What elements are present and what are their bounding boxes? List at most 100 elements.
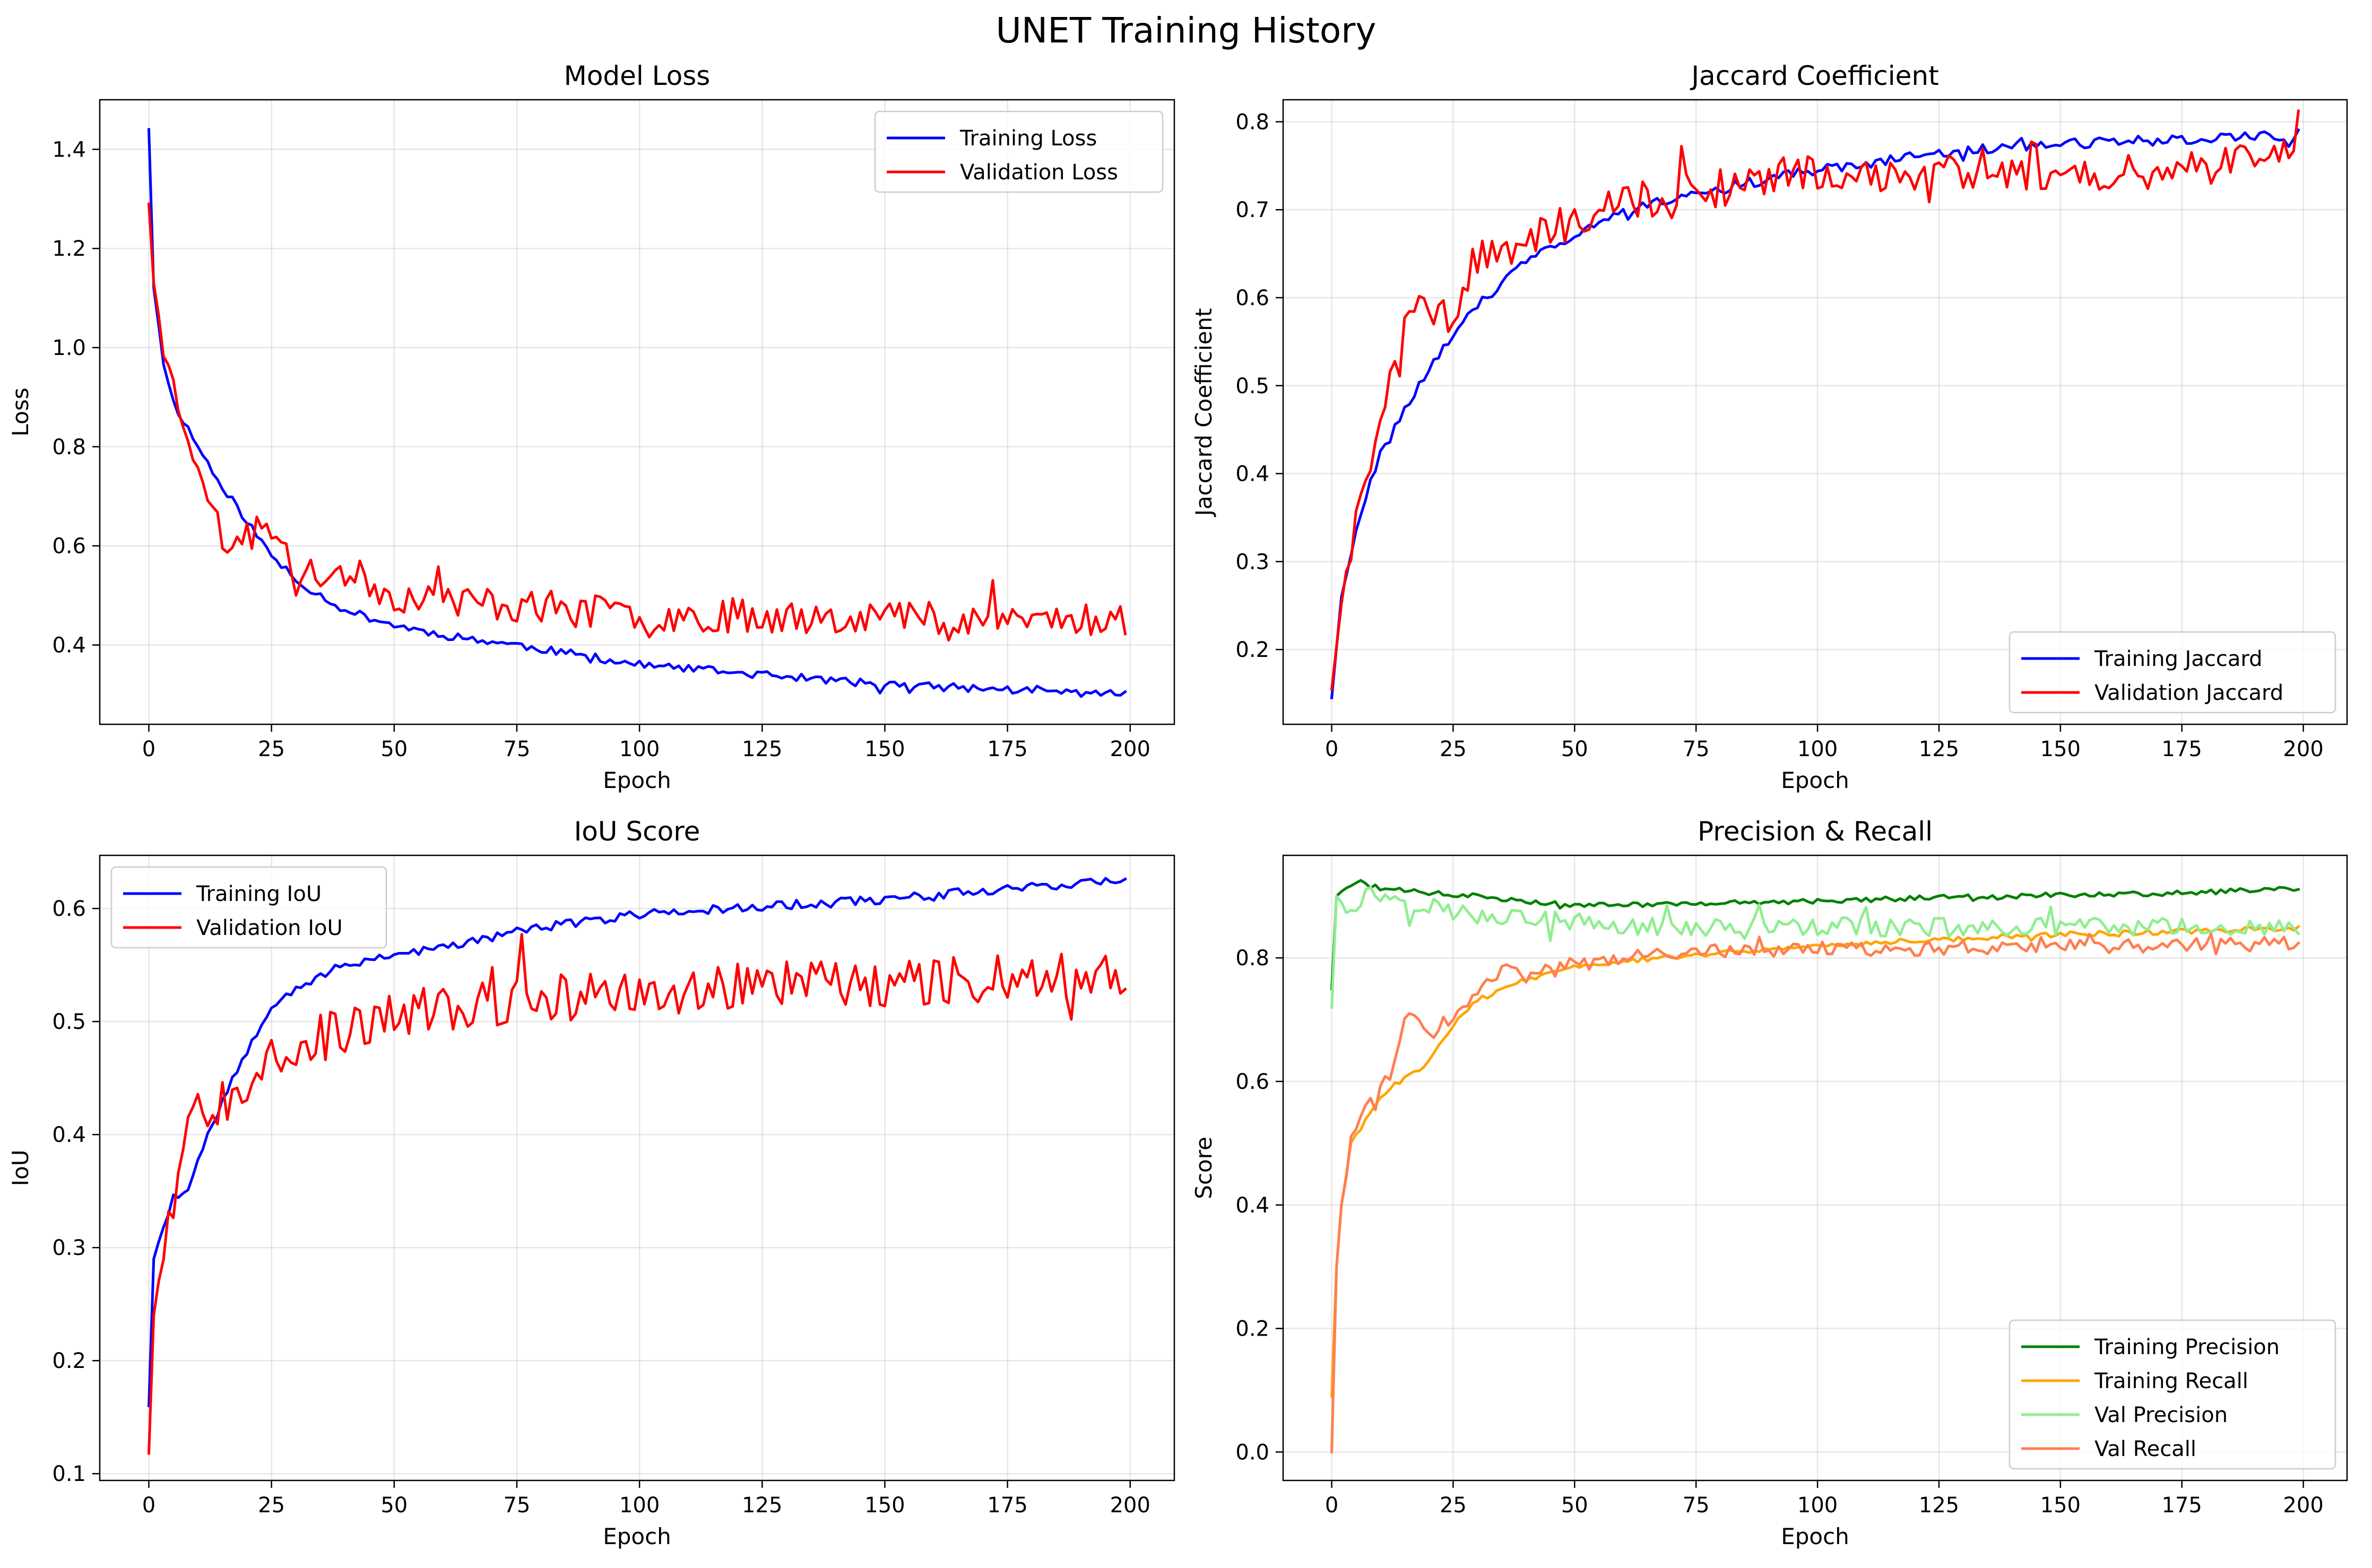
y-tick-label: 0.4 (52, 1123, 86, 1147)
x-axis-ticks: 0 25 50 75 100 125 150 175 200 (142, 1480, 1150, 1518)
x-tick-label: 0 (1325, 737, 1338, 761)
subplot-grid: 0 25 50 75 100 125 150 175 200 0.4 0.6 0.8 1.0 1.2 1.4… (7, 60, 2348, 1549)
legend-frame (2009, 631, 2336, 714)
x-tick-label: 125 (1919, 1493, 1959, 1518)
axes-frame (99, 854, 1175, 1482)
x-tick-label: 150 (2040, 737, 2081, 761)
y-tick-label: 0.6 (52, 897, 86, 921)
x-tick-label: 75 (1683, 1493, 1710, 1518)
grid-lines (100, 855, 1174, 1480)
legend-entry: Validation IoU (196, 916, 343, 940)
series-line-2 (1330, 924, 2300, 1398)
x-tick-label: 25 (1440, 737, 1467, 761)
x-tick-label: 0 (1325, 1493, 1338, 1518)
subplot-1: 0 25 50 75 100 125 150 175 200 0.4 0.6 0.8 1.0 1.2 1.4… (7, 60, 1175, 793)
y-tick-label: 0.6 (1235, 1070, 1269, 1094)
x-tick-label: 0 (142, 737, 155, 761)
legend-entry: Validation Jaccard (2094, 681, 2283, 705)
y-axis-label: Jaccard Coefficient (1191, 308, 1217, 518)
legend-entry: Training Loss (959, 126, 1097, 151)
axes-title: IoU Score (574, 816, 700, 847)
axes-title: Precision & Recall (1698, 816, 1933, 847)
x-tick-label: 175 (987, 1493, 1027, 1518)
grid-lines (100, 100, 1174, 724)
x-tick-label: 100 (1797, 1493, 1838, 1518)
x-tick-label: 0 (142, 1493, 155, 1518)
x-tick-label: 175 (987, 737, 1027, 761)
series-line-1 (1330, 879, 2300, 991)
x-tick-label: 75 (504, 737, 531, 761)
y-tick-label: 0.0 (1235, 1440, 1269, 1465)
x-tick-label: 50 (1561, 737, 1588, 761)
y-tick-label: 0.4 (52, 634, 86, 658)
legend: Training Precision Training Recall Val Pre… (2009, 1319, 2336, 1470)
y-tick-label: 0.4 (1235, 462, 1269, 487)
y-tick-label: 0.8 (1235, 110, 1269, 134)
x-tick-label: 125 (1919, 737, 1959, 761)
x-tick-label: 75 (1683, 737, 1710, 761)
legend-frame (2009, 1319, 2336, 1470)
x-tick-label: 200 (1110, 737, 1150, 761)
legend-entry: Training IoU (196, 882, 322, 906)
legend-entry: Training Recall (2094, 1369, 2248, 1393)
y-tick-label: 0.3 (52, 1236, 86, 1260)
y-axis-ticks: 0.4 0.6 0.8 1.0 1.2 1.4 (52, 137, 100, 658)
legend-entry: Val Precision (2094, 1403, 2228, 1427)
grid-lines (1283, 100, 2347, 724)
x-tick-label: 25 (1440, 1493, 1467, 1518)
series-line-4 (1330, 932, 2300, 1454)
y-tick-label: 0.2 (1235, 638, 1269, 662)
series-line-2 (1330, 109, 2300, 691)
axes-title: Jaccard Coefficient (1690, 60, 1938, 91)
x-tick-label: 150 (2040, 1493, 2081, 1518)
x-tick-label: 125 (742, 1493, 782, 1518)
x-tick-label: 50 (380, 737, 408, 761)
axes-frame (1282, 99, 2348, 725)
axes-frame (99, 99, 1175, 725)
legend-entry: Training Jaccard (2094, 647, 2262, 671)
figure-suptitle: UNET Training History (996, 10, 1377, 51)
x-tick-label: 100 (619, 1493, 660, 1518)
legend: Training Loss Validation Loss (874, 110, 1164, 193)
legend: Training IoU Validation IoU (110, 866, 387, 949)
y-tick-label: 0.6 (1235, 286, 1269, 310)
y-axis-label: IoU (7, 1150, 33, 1186)
series-line-2 (147, 202, 1127, 642)
x-axis-label: Epoch (1781, 767, 1849, 793)
x-axis-label: Epoch (603, 1523, 671, 1549)
legend-frame (874, 110, 1164, 193)
x-axis-ticks: 0 25 50 75 100 125 150 175 200 (142, 724, 1150, 761)
series-line-3 (1330, 886, 2300, 1009)
y-axis-label: Score (1191, 1137, 1217, 1199)
y-tick-label: 0.7 (1235, 198, 1269, 222)
y-axis-label: Loss (7, 387, 33, 436)
x-tick-label: 100 (1797, 737, 1838, 761)
y-tick-label: 1.2 (52, 237, 86, 261)
legend-entry: Validation Loss (960, 160, 1118, 185)
y-tick-label: 0.2 (1235, 1317, 1269, 1341)
series-line-1 (147, 877, 1127, 1407)
x-tick-label: 50 (380, 1493, 408, 1518)
x-tick-label: 200 (2283, 1493, 2323, 1518)
x-tick-label: 100 (619, 737, 660, 761)
x-tick-label: 25 (258, 1493, 285, 1518)
y-axis-ticks: 0.2 0.3 0.4 0.5 0.6 0.7 0.8 (1235, 110, 1283, 662)
x-axis-label: Epoch (1781, 1523, 1849, 1549)
series-lines (147, 877, 1128, 1455)
series-lines (1330, 109, 2300, 700)
series-lines (147, 128, 1127, 698)
axes-frame (1282, 854, 2348, 1482)
subplot-3: 0 25 50 75 100 125 150 175 200 0.1 0.2 0.3 0.4 0.5 0.6… (7, 816, 1175, 1549)
y-tick-label: 0.3 (1235, 550, 1269, 574)
series-line-1 (147, 128, 1127, 698)
x-axis-ticks: 0 25 50 75 100 125 150 175 200 (1325, 724, 2324, 761)
subplot-4: 0 25 50 75 100 125 150 175 200 0.0 0.2 0.4 0.6 0.8 Pre… (1191, 816, 2348, 1549)
axes-title: Model Loss (564, 60, 711, 91)
x-tick-label: 200 (2283, 737, 2323, 761)
subplot-2: 0 25 50 75 100 125 150 175 200 0.2 0.3 0.4 0.5 0.6 0.7… (1191, 60, 2348, 793)
x-tick-label: 125 (742, 737, 782, 761)
y-tick-label: 0.8 (52, 435, 86, 460)
x-tick-label: 25 (258, 737, 285, 761)
x-tick-label: 75 (504, 1493, 531, 1518)
y-axis-ticks: 0.1 0.2 0.3 0.4 0.5 0.6 (52, 897, 100, 1486)
